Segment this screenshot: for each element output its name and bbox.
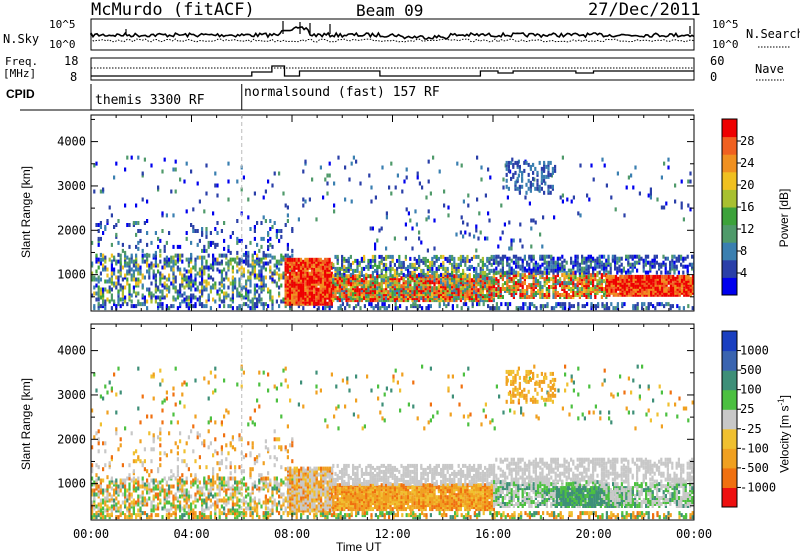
nsearch-line (90, 38, 695, 43)
velocity-colorbar-frame (721, 330, 738, 508)
power-cb-tick-label: 28 (740, 134, 754, 148)
power-colorbar-swatch (722, 207, 737, 226)
power-colorbar-swatch (722, 154, 737, 173)
velocity-colorbar-swatch (722, 448, 737, 469)
freq-label: Freq. (5, 55, 39, 68)
nsearch-label: N.Search (746, 27, 800, 41)
velocity-cb-tick-label: 500 (740, 363, 762, 377)
velocity-colorbar-swatch (722, 389, 737, 410)
power-colorbar-swatch (722, 242, 737, 261)
station-title: McMurdo (fitACF) (91, 0, 255, 20)
power-colorbar-swatch (722, 189, 737, 208)
power-cb-tick-label: 20 (740, 178, 754, 192)
y-tick-label: 3000 (57, 179, 86, 193)
y-tick-label: 4000 (57, 135, 86, 149)
power-colorbar-swatch (722, 136, 737, 155)
power-panel (91, 155, 694, 311)
velocity-panel (91, 364, 694, 520)
y-tick-label: 4000 (57, 344, 86, 358)
y-tick-label: 1000 (57, 477, 86, 491)
freq-tick-low: 8 (70, 70, 78, 84)
velocity-cb-tick-label: 100 (740, 383, 762, 397)
x-tick-label: 12:00 (374, 527, 410, 541)
power-cb-tick-label: 16 (740, 200, 754, 214)
velocity-cb-tick-label: -500 (740, 461, 769, 475)
cpid-mode-1: themis 3300 RF (95, 93, 205, 108)
velocity-colorbar-swatch (722, 467, 737, 488)
velocity-colorbar-swatch (722, 350, 737, 371)
freq-unit-label: [MHz] (3, 67, 37, 80)
velocity-colorbar-swatch (722, 331, 737, 352)
nsky-line (90, 26, 695, 40)
power-colorbar-swatch (722, 277, 737, 296)
y-tick-label: 2000 (57, 432, 86, 446)
power-colorbar-swatch (722, 171, 737, 190)
velocity-cb-tick-label: 25 (740, 402, 754, 416)
x-tick-label: 16:00 (475, 527, 511, 541)
x-tick-label: 08:00 (274, 527, 310, 541)
axes: 1000 2000 3000 4000 1000 2000 3000 4000 00:00 04:… (57, 114, 712, 541)
y-tick-label: 1000 (57, 268, 86, 282)
nsky-tick-low: 10^0 (49, 38, 76, 51)
x-axis-label: Time UT (336, 540, 382, 554)
y-tick-label: 3000 (57, 388, 86, 402)
velocity-colorbar-swatch (722, 487, 737, 508)
scatter-cells (91, 155, 694, 311)
power-colorbar-swatch (722, 224, 737, 243)
y-tick-label: 2000 (57, 223, 86, 237)
date-title: 27/Dec/2011 (588, 0, 701, 20)
freq-line (91, 65, 694, 77)
power-colorbar-swatch (722, 119, 737, 138)
nave-tick-low: 0 (710, 70, 718, 84)
cpid-label: CPID (6, 87, 35, 101)
cpid-mode-2: normalsound (fast) 157 RF (244, 85, 440, 100)
colorbars: 4 8 12 16 20 24 28 1000 500 100 25 -25 -100 -500 -1000 (721, 118, 776, 508)
nsearch-tick-low: 10^0 (712, 38, 739, 51)
power-cb-tick-label: 12 (740, 222, 754, 236)
beam-title: Beam 09 (356, 1, 424, 20)
power-cb-tick-label: 8 (740, 244, 747, 258)
nsky-tick-high: 10^5 (49, 18, 76, 31)
nsky-label: N.Sky (3, 32, 40, 46)
power-colorbar-swatch (722, 259, 737, 278)
velocity-cb-tick-label: -100 (740, 441, 769, 455)
velocity-cb-tick-label: -25 (740, 422, 762, 436)
x-tick-label: 20:00 (575, 527, 611, 541)
freq-tick-high: 18 (64, 54, 79, 68)
x-tick-label: 04:00 (173, 527, 209, 541)
x-tick-label: 00:00 (73, 527, 109, 541)
x-tick-label: 00:00 (676, 527, 712, 541)
nave-label: Nave (755, 62, 784, 76)
freq-frame (90, 57, 695, 81)
velocity-cb-tick-label: 1000 (740, 344, 769, 358)
parameter-panel (20, 18, 790, 111)
velocity-cb-tick-label: -1000 (740, 480, 776, 494)
scatter-cells (91, 364, 694, 520)
velocity-colorbar-swatch (722, 409, 737, 430)
nave-tick-high: 60 (710, 54, 725, 68)
power-cb-tick-label: 24 (740, 156, 754, 170)
velocity-colorbar-swatch (722, 428, 737, 449)
power-cb-tick-label: 4 (740, 266, 747, 280)
velocity-colorbar-swatch (722, 370, 737, 391)
nsearch-tick-high: 10^5 (712, 18, 739, 31)
